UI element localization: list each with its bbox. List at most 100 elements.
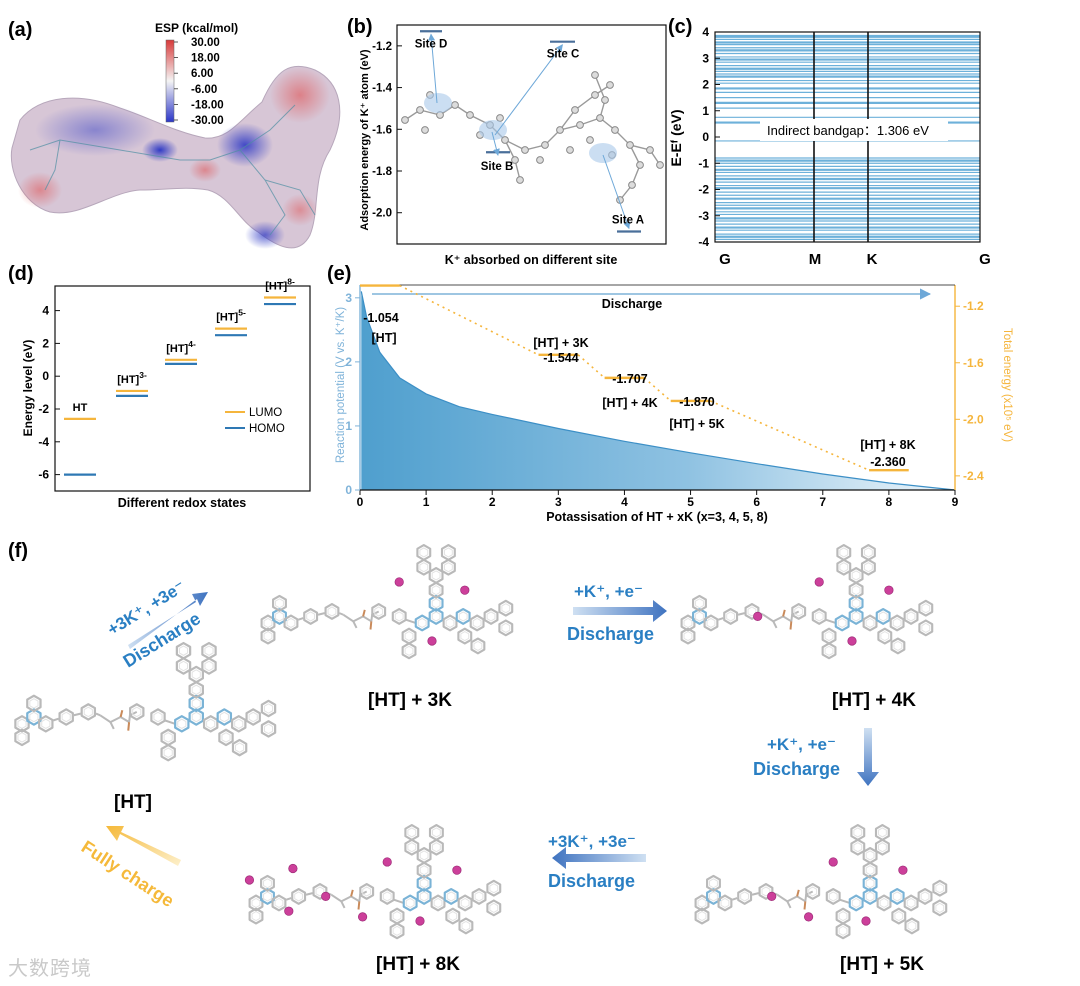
- colorbar-tick-label: 30.00: [191, 37, 220, 49]
- total-energy-value: -1.870: [679, 395, 714, 409]
- redox-state-label: [HT]3-: [117, 370, 147, 386]
- potassium-ion: [452, 865, 462, 875]
- molecule-ht: [14, 641, 277, 762]
- kpoint-label: M: [809, 251, 822, 268]
- panel-c-ytick-label: -3: [698, 209, 709, 223]
- reaction-potential-area: [361, 291, 955, 490]
- molecule-atom: [451, 101, 459, 109]
- site-label: Site C: [547, 49, 580, 61]
- total-energy-value: -1.707: [612, 372, 647, 386]
- panel-e-ytick-label: 2: [345, 355, 352, 369]
- panel-e-right-ytick-label: -2.4: [963, 469, 984, 483]
- molecule-atom: [536, 156, 544, 164]
- kpoint-label: K: [867, 251, 878, 268]
- step-2-line1: +K⁺, +e⁻: [574, 582, 643, 601]
- panel-e-xtick-label: 3: [555, 495, 562, 509]
- panel-e-xtick-label: 0: [357, 495, 364, 509]
- panel-b-frame: [396, 24, 667, 245]
- site-label: Site B: [481, 161, 514, 173]
- molecule-atom: [576, 121, 584, 129]
- panel-d-frame: [54, 285, 311, 492]
- panel-e-xtick-label: 2: [489, 495, 496, 509]
- panel-d-ytick-label: 0: [42, 369, 49, 383]
- total-energy-value: -2.360: [870, 455, 905, 469]
- total-energy-value: -1.054: [363, 311, 398, 325]
- panel-e-label: (e): [327, 263, 351, 285]
- molecule-atom: [591, 91, 599, 99]
- molecule-atom: [611, 126, 619, 134]
- total-energy-state: [HT] + 4K: [602, 396, 657, 410]
- potassium-ion: [427, 636, 437, 646]
- molecule-atom: [646, 146, 654, 154]
- panel-d-ytick-label: -2: [38, 402, 49, 416]
- molecule-atom: [606, 81, 614, 89]
- step-5-arrow: Fully charge: [78, 826, 181, 911]
- molecule-atom: [541, 141, 549, 149]
- step-3-arrow: +K⁺, +e⁻ Discharge: [753, 728, 879, 786]
- potassium-ion: [847, 636, 857, 646]
- energy-connector: [577, 354, 606, 379]
- redox-state-label: [HT]5-: [216, 308, 246, 324]
- panel-e-right-ytick-label: -2.0: [963, 412, 984, 426]
- panel-e-ytick-label: 0: [345, 483, 352, 497]
- panel-d-xlabel: Different redox states: [118, 496, 247, 510]
- structure-label-ht-8k: [HT] + 8K: [376, 954, 460, 975]
- panel-c-ytick-label: -2: [698, 183, 709, 197]
- panel-e-xtick-label: 6: [753, 495, 760, 509]
- panel-b-ytick-label: -1.2: [372, 41, 392, 53]
- potassium-ion: [382, 857, 392, 867]
- potassium-ion: [767, 891, 777, 901]
- step-4-line1: +3K⁺, +3e⁻: [548, 832, 636, 851]
- molecule-atom: [591, 71, 599, 79]
- panel-c-ytick-label: 3: [702, 51, 709, 65]
- molecule-atom: [516, 176, 524, 184]
- panel-d-ytick-label: -6: [38, 468, 49, 482]
- adsorption-site-halos: [424, 93, 617, 163]
- panel-d-ylabel: Energy level (eV): [21, 340, 35, 437]
- panel-b-ytick-label: -1.8: [372, 166, 392, 178]
- panel-e-xlabel: Potassisation of HT + xK (x=3, 4, 5, 8): [546, 510, 768, 524]
- step-2-arrow: +K⁺, +e⁻ Discharge: [567, 582, 667, 644]
- panel-c-ytick-label: -4: [698, 235, 709, 249]
- molecule-ht-3k: [260, 543, 514, 660]
- panel-e-xtick-label: 7: [819, 495, 826, 509]
- panel-b-ytick-label: -1.4: [372, 83, 392, 95]
- structure-label-ht-3k: [HT] + 3K: [368, 690, 452, 711]
- esp-colorbar: ESP (kcal/mol) 30.00 18.00 6.00 -6.00 -18.00…: [155, 21, 238, 127]
- panel-e-ytick-label: 1: [345, 419, 352, 433]
- panel-e-ylabel-right: Total energy (x10⁵ eV): [1001, 328, 1013, 442]
- site-pointer: [491, 131, 500, 156]
- molecule-atom: [636, 161, 644, 169]
- molecule-atom: [628, 181, 636, 189]
- redox-state-label: [HT]8-: [265, 276, 295, 292]
- molecule-atom: [556, 126, 564, 134]
- molecule-atom: [496, 114, 504, 122]
- redox-state-label: [HT]4-: [166, 339, 196, 355]
- kpoint-label: G: [719, 251, 731, 268]
- kpoint-label: G: [979, 251, 991, 268]
- molecule-atom: [521, 146, 529, 154]
- molecule-atom: [626, 141, 634, 149]
- panel-e-right-ytick-label: -1.6: [963, 356, 984, 370]
- molecule-atom: [596, 114, 604, 122]
- total-energy-state: [HT] + 3K: [533, 336, 588, 350]
- step-2-line2: Discharge: [567, 624, 654, 644]
- site-pointer: [602, 154, 631, 230]
- total-energy-value: -1.544: [543, 351, 578, 365]
- legend-homo: HOMO: [249, 423, 285, 435]
- total-energy-state: [HT] + 5K: [669, 417, 724, 431]
- colorbar-tick-label: 18.00: [191, 53, 220, 65]
- site-label: Site A: [612, 214, 644, 226]
- colorbar-tick-label: 6.00: [191, 68, 213, 80]
- potassium-ion: [288, 863, 298, 874]
- panel-c-ytick-label: 2: [702, 78, 709, 92]
- step-4-line2: Discharge: [548, 871, 635, 891]
- panel-e-ylabel-left: Reaction potential (V vs. K⁺/K): [335, 307, 347, 463]
- potassium-ion: [358, 912, 368, 922]
- colorbar-tick-label: -6.00: [191, 84, 217, 96]
- panel-b-xlabel: K⁺ absorbed on different site: [445, 253, 618, 267]
- site-label: Site D: [415, 38, 448, 50]
- site-pointer: [428, 33, 438, 104]
- panel-f-label: (f): [8, 540, 28, 562]
